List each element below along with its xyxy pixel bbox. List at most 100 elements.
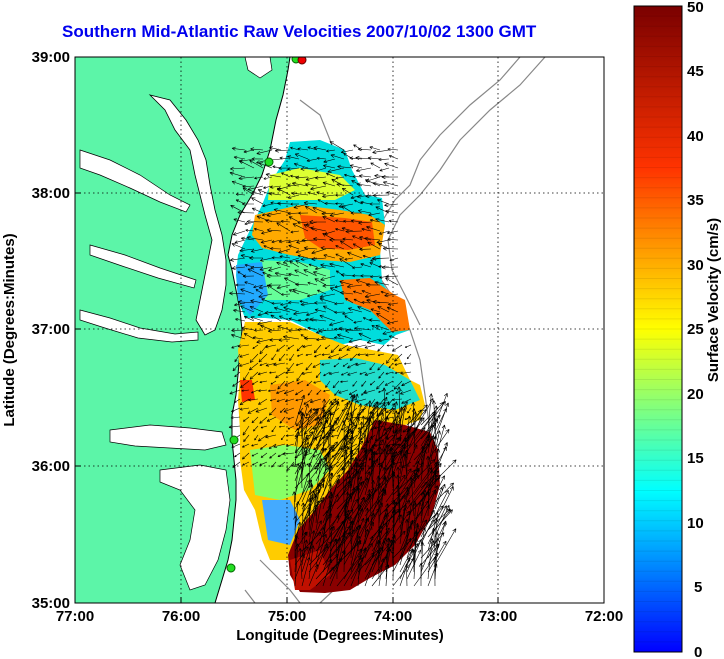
velocity-arrow [252,344,259,349]
velocity-arrow [333,362,340,368]
velocity-arrow [314,278,327,286]
velocity-arrow [353,320,363,324]
velocity-arrow [315,515,340,545]
velocity-arrow [344,257,354,261]
velocity-arrow [315,566,335,587]
velocity-arrow [234,302,246,307]
velocity-arrow [343,504,362,545]
velocity-arrow [387,147,399,151]
velocity-arrow [329,492,352,531]
velocity-arrow [406,428,411,461]
x-axis-label: Longitude (Degrees:Minutes) [236,627,444,644]
velocity-arrow [427,485,439,510]
velocity-arrow [345,297,354,304]
velocity-arrow [259,266,273,271]
velocity-arrow [267,328,282,333]
velocity-arrow [247,407,259,414]
velocity-arrow [313,344,322,354]
velocity-arrow [231,407,241,413]
velocity-arrow [270,246,282,251]
velocity-arrow [366,338,381,344]
velocity-arrow [384,162,399,169]
velocity-arrow [342,311,354,316]
velocity-arrow [378,416,389,447]
velocity-arrow [296,344,304,352]
velocity-arrow [370,162,381,169]
velocity-arrow [248,398,259,402]
velocity-arrow [294,431,300,468]
velocity-arrow [250,316,264,322]
velocity-arrow [356,182,372,187]
velocity-arrow [350,543,373,580]
velocity-arrow [329,141,345,151]
velocity-arrow [335,219,345,223]
velocity-arrow [358,220,372,225]
velocity-arrow [406,444,418,468]
velocity-arrow [399,407,407,440]
velocity-arrow [369,448,374,482]
velocity-arrow [346,344,358,351]
velocity-arrow [253,425,259,432]
velocity-arrow [361,415,366,447]
velocity-arrow [322,474,340,503]
plot-frame [74,56,605,604]
velocity-arrow [315,527,325,559]
velocity-arrow [244,221,255,226]
velocity-arrow [323,158,336,164]
velocity-arrow [353,298,363,304]
velocity-arrow [278,166,291,170]
velocity-arrow [365,282,381,287]
velocity-arrow [392,537,412,573]
velocity-arrow [324,201,336,206]
velocity-arrow [386,306,399,313]
velocity-arrow [279,416,286,424]
velocity-arrow [305,311,318,316]
velocity-arrow [260,324,273,331]
velocity-arrow [330,344,340,353]
velocity-arrow [339,258,354,268]
velocity-arrow [301,490,315,531]
velocity-arrow [322,305,336,313]
velocity-arrow [315,533,327,566]
velocity-arrow [266,228,282,233]
velocity-arrow [290,230,300,234]
velocity-arrow [234,452,241,458]
velocity-arrow [249,305,264,313]
velocity-arrow [266,416,277,422]
velocity-arrow [399,437,408,475]
velocity-arrow [313,237,327,241]
velocity-arrow [290,146,300,151]
velocity-arrow [310,185,327,191]
velocity-arrow [266,273,281,278]
velocity-arrow [258,398,268,405]
velocity-arrow [306,158,318,162]
velocity-arrow [241,443,250,448]
velocity-arrow [364,293,381,299]
velocity-arrow [269,407,277,416]
velocity-arrow [251,190,264,196]
velocity-arrow [387,237,399,242]
velocity-arrow [313,146,327,151]
velocity-arrow [283,407,295,413]
velocity-arrow [250,299,264,304]
velocity-arrow [352,175,363,179]
y-axis-label: Latitude (Degrees:Minutes) [1,233,18,426]
velocity-arrow [385,389,394,395]
velocity-arrow [266,212,282,217]
river-rappahannock [89,244,197,289]
velocity-arrow [275,389,286,394]
velocity-arrow [335,193,345,197]
velocity-arrow [240,380,250,388]
velocity-arrow [330,154,345,160]
velocity-arrow [239,353,250,358]
velocity-arrow [322,520,344,559]
velocity-arrow [303,269,318,277]
velocity-arrow [243,316,255,322]
velocity-arrow [357,421,364,461]
velocity-arrow [265,172,282,178]
velocity-arrow [369,202,380,206]
velocity-arrow [269,338,282,342]
velocity-arrow [316,389,322,395]
velocity-arrow [264,310,282,315]
velocity-arrow [395,485,401,524]
